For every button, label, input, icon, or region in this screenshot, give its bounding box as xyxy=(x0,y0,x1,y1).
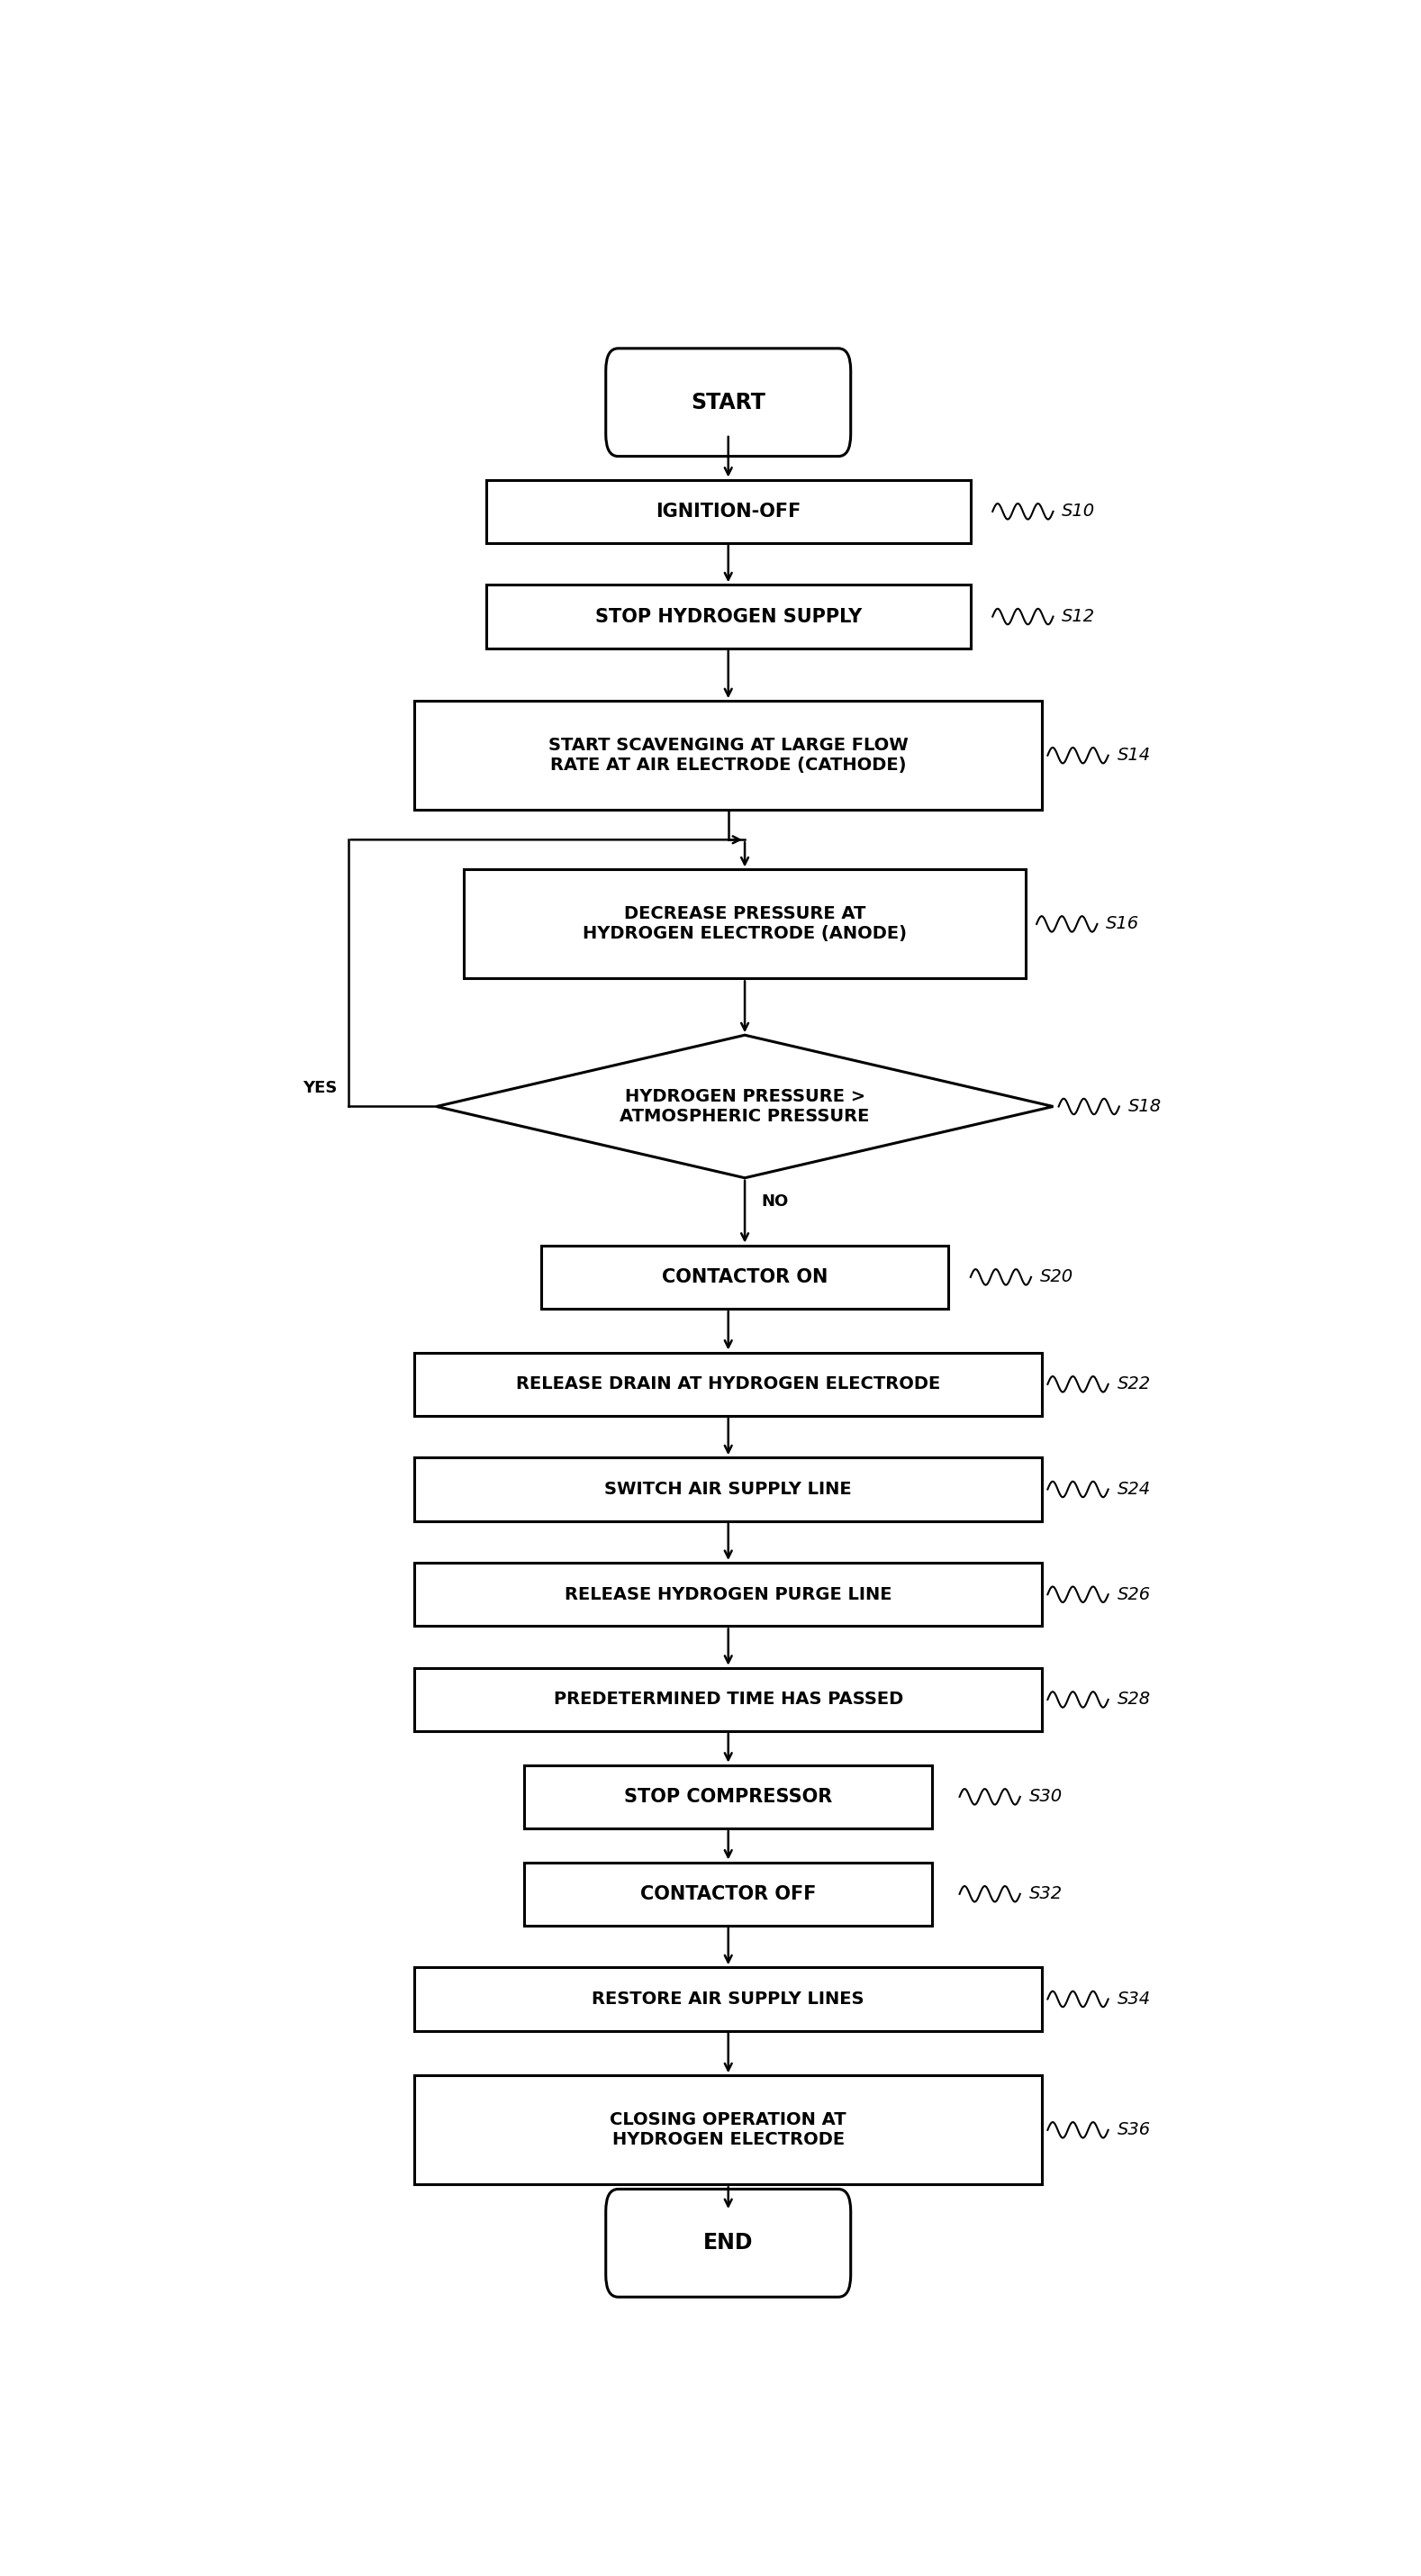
FancyBboxPatch shape xyxy=(605,348,851,456)
Text: S36: S36 xyxy=(1117,2123,1151,2138)
Bar xyxy=(465,871,1026,979)
Bar xyxy=(415,1458,1042,1520)
Text: RELEASE HYDROGEN PURGE LINE: RELEASE HYDROGEN PURGE LINE xyxy=(564,1587,892,1602)
Text: RELEASE DRAIN AT HYDROGEN ELECTRODE: RELEASE DRAIN AT HYDROGEN ELECTRODE xyxy=(516,1376,941,1394)
Bar xyxy=(486,479,971,544)
Bar xyxy=(415,1968,1042,2030)
Text: CLOSING OPERATION AT
HYDROGEN ELECTRODE: CLOSING OPERATION AT HYDROGEN ELECTRODE xyxy=(610,2112,847,2148)
Text: S24: S24 xyxy=(1117,1481,1151,1497)
Text: NO: NO xyxy=(762,1193,789,1211)
Text: S26: S26 xyxy=(1117,1587,1151,1602)
Text: IGNITION-OFF: IGNITION-OFF xyxy=(655,502,801,520)
Polygon shape xyxy=(436,1036,1053,1177)
Text: CONTACTOR OFF: CONTACTOR OFF xyxy=(641,1886,816,1904)
Bar xyxy=(415,2076,1042,2184)
Text: S34: S34 xyxy=(1117,1991,1151,2007)
Bar xyxy=(524,1765,932,1829)
Text: RESTORE AIR SUPPLY LINES: RESTORE AIR SUPPLY LINES xyxy=(593,1991,864,2007)
Text: DECREASE PRESSURE AT
HYDROGEN ELECTRODE (ANODE): DECREASE PRESSURE AT HYDROGEN ELECTRODE … xyxy=(583,907,907,943)
Bar xyxy=(415,1564,1042,1625)
Bar xyxy=(415,1667,1042,1731)
Bar xyxy=(524,1862,932,1927)
Text: CONTACTOR ON: CONTACTOR ON xyxy=(662,1267,828,1285)
Text: S16: S16 xyxy=(1106,914,1140,933)
Text: END: END xyxy=(703,2233,753,2254)
Bar xyxy=(541,1244,948,1309)
Bar xyxy=(415,1352,1042,1417)
Text: S32: S32 xyxy=(1029,1886,1063,1904)
Text: SWITCH AIR SUPPLY LINE: SWITCH AIR SUPPLY LINE xyxy=(604,1481,853,1497)
Text: STOP COMPRESSOR: STOP COMPRESSOR xyxy=(624,1788,833,1806)
Text: S30: S30 xyxy=(1029,1788,1063,1806)
FancyBboxPatch shape xyxy=(605,2190,851,2298)
Text: HYDROGEN PRESSURE >
ATMOSPHERIC PRESSURE: HYDROGEN PRESSURE > ATMOSPHERIC PRESSURE xyxy=(620,1087,870,1126)
Text: STOP HYDROGEN SUPPLY: STOP HYDROGEN SUPPLY xyxy=(595,608,861,626)
Text: START SCAVENGING AT LARGE FLOW
RATE AT AIR ELECTRODE (CATHODE): START SCAVENGING AT LARGE FLOW RATE AT A… xyxy=(549,737,908,773)
Bar xyxy=(486,585,971,649)
Text: S14: S14 xyxy=(1117,747,1151,765)
Text: YES: YES xyxy=(303,1079,337,1097)
Text: S18: S18 xyxy=(1128,1097,1161,1115)
Text: S12: S12 xyxy=(1061,608,1096,626)
Bar xyxy=(415,701,1042,809)
Text: START: START xyxy=(691,392,766,412)
Text: PREDETERMINED TIME HAS PASSED: PREDETERMINED TIME HAS PASSED xyxy=(553,1690,904,1708)
Text: S10: S10 xyxy=(1061,502,1096,520)
Text: S22: S22 xyxy=(1117,1376,1151,1394)
Text: S20: S20 xyxy=(1040,1267,1073,1285)
Text: S28: S28 xyxy=(1117,1690,1151,1708)
